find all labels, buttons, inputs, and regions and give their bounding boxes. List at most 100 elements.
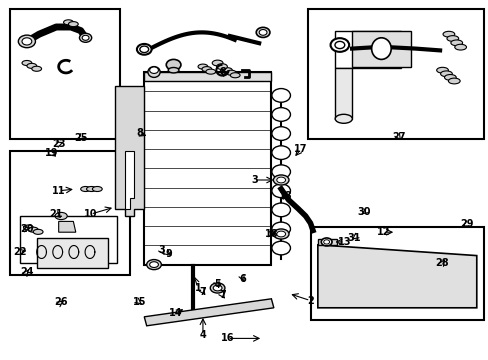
Ellipse shape: [166, 59, 181, 70]
Ellipse shape: [205, 69, 215, 74]
Ellipse shape: [271, 89, 290, 102]
Text: 12: 12: [376, 227, 390, 237]
Ellipse shape: [149, 67, 158, 73]
Ellipse shape: [68, 22, 78, 27]
Ellipse shape: [213, 285, 222, 291]
Polygon shape: [59, 221, 76, 232]
Text: 30: 30: [357, 207, 370, 217]
Ellipse shape: [330, 38, 348, 52]
Bar: [10, 9, 120, 139]
Polygon shape: [351, 31, 410, 67]
Ellipse shape: [22, 38, 32, 45]
Bar: [144, 72, 271, 265]
Ellipse shape: [216, 64, 227, 69]
Ellipse shape: [86, 186, 96, 192]
Text: 7: 7: [219, 290, 225, 300]
Text: 20: 20: [20, 224, 34, 234]
Ellipse shape: [450, 40, 462, 46]
Ellipse shape: [271, 203, 290, 217]
Ellipse shape: [212, 60, 223, 66]
Ellipse shape: [168, 68, 179, 73]
Ellipse shape: [259, 30, 266, 35]
Ellipse shape: [371, 38, 390, 59]
Ellipse shape: [222, 68, 232, 73]
Bar: [307, 9, 483, 139]
Ellipse shape: [440, 71, 451, 77]
Ellipse shape: [271, 165, 290, 179]
Ellipse shape: [63, 20, 73, 25]
Ellipse shape: [446, 36, 458, 41]
Polygon shape: [37, 238, 107, 268]
Text: 3: 3: [250, 175, 257, 185]
Text: 21: 21: [49, 209, 63, 219]
Ellipse shape: [454, 44, 466, 50]
Text: 18: 18: [279, 191, 292, 201]
Ellipse shape: [28, 227, 38, 232]
Text: 8: 8: [136, 128, 142, 138]
Ellipse shape: [334, 114, 351, 123]
Ellipse shape: [321, 238, 331, 246]
Ellipse shape: [442, 31, 454, 37]
Ellipse shape: [271, 184, 290, 198]
Ellipse shape: [271, 127, 290, 140]
Text: 14: 14: [169, 308, 183, 318]
Text: 1: 1: [194, 283, 201, 293]
Polygon shape: [317, 245, 476, 308]
Text: 4: 4: [199, 330, 206, 340]
Ellipse shape: [271, 108, 290, 121]
Ellipse shape: [436, 67, 447, 73]
Text: 25: 25: [74, 132, 87, 143]
Ellipse shape: [147, 67, 160, 77]
Ellipse shape: [271, 241, 290, 255]
Text: 29: 29: [459, 219, 473, 229]
Ellipse shape: [273, 175, 288, 185]
Text: 27: 27: [391, 132, 405, 142]
Ellipse shape: [22, 60, 32, 66]
Ellipse shape: [444, 75, 455, 80]
Polygon shape: [20, 216, 117, 263]
Text: 24: 24: [20, 267, 34, 277]
Ellipse shape: [276, 177, 285, 183]
Ellipse shape: [271, 222, 290, 236]
Text: 22: 22: [13, 247, 26, 257]
Bar: [310, 227, 483, 320]
Ellipse shape: [256, 27, 269, 37]
Ellipse shape: [19, 35, 36, 48]
Text: 2: 2: [306, 296, 313, 306]
Polygon shape: [115, 86, 144, 216]
Text: 17: 17: [293, 144, 307, 154]
Text: 19: 19: [44, 148, 58, 158]
Ellipse shape: [198, 64, 207, 69]
Ellipse shape: [82, 35, 89, 40]
Ellipse shape: [210, 283, 224, 293]
Ellipse shape: [79, 33, 92, 42]
Text: 6: 6: [239, 274, 246, 284]
Ellipse shape: [55, 212, 67, 220]
Ellipse shape: [140, 46, 148, 53]
Ellipse shape: [334, 41, 344, 49]
Text: 26: 26: [54, 297, 68, 307]
Text: 10: 10: [83, 209, 97, 219]
Ellipse shape: [226, 70, 236, 75]
Text: 11: 11: [52, 186, 65, 196]
Ellipse shape: [27, 63, 37, 68]
Polygon shape: [334, 68, 351, 119]
Ellipse shape: [273, 229, 288, 239]
Ellipse shape: [323, 240, 329, 244]
Ellipse shape: [33, 229, 43, 234]
Text: 16: 16: [220, 333, 234, 343]
Polygon shape: [334, 31, 400, 68]
Text: 9: 9: [165, 249, 172, 259]
Ellipse shape: [230, 73, 240, 78]
Ellipse shape: [81, 186, 90, 192]
Ellipse shape: [202, 67, 211, 72]
Text: 18: 18: [264, 229, 278, 239]
Ellipse shape: [146, 260, 161, 270]
Ellipse shape: [23, 225, 33, 230]
Ellipse shape: [149, 262, 158, 267]
Polygon shape: [124, 151, 134, 209]
Polygon shape: [317, 239, 337, 245]
Ellipse shape: [137, 44, 151, 55]
Bar: [144, 72, 271, 81]
Ellipse shape: [276, 231, 285, 237]
